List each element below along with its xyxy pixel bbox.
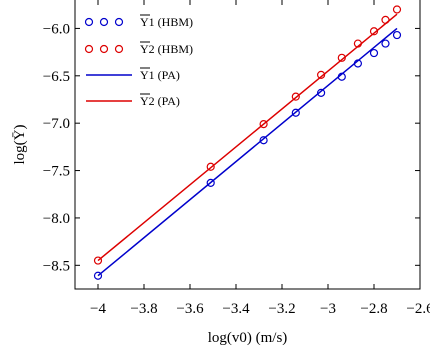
plot-frame [74, 0, 421, 290]
data-point [337, 72, 346, 81]
y-tick-labels: −8.5 −8.0 −7.5 −7.0 −6.5 −6.0 [43, 21, 70, 274]
data-point [206, 162, 215, 171]
legend-marker [84, 44, 94, 54]
y-tick-label: −6.5 [43, 69, 70, 85]
marker-series [93, 5, 402, 280]
x-tick-label: −3.8 [130, 301, 157, 317]
x-axis-label: log(v0) (m/s) [208, 330, 288, 346]
legend-marker [99, 17, 109, 27]
legend-label-rest: 1 (HBM) [149, 15, 193, 29]
data-point [369, 27, 379, 36]
legend-label: Y2 (PA) [140, 94, 180, 108]
y-tick-label: −7.0 [43, 116, 70, 132]
data-point [93, 256, 103, 265]
x-tick-labels: −4 −3.8 −3.6 −3.4 −3.2 −3 −2.8 −2.6 [90, 301, 430, 317]
legend-marker [84, 17, 94, 27]
legend-label-rest: 2 (PA) [149, 94, 180, 108]
x-tick-label: −3.2 [268, 301, 295, 317]
data-point [353, 59, 362, 68]
series-line [97, 13, 398, 262]
x-tick-label: −3.4 [222, 301, 250, 317]
legend-label-rest: 2 (HBM) [149, 42, 193, 56]
data-point [337, 53, 346, 62]
x-tick-label: −2.8 [360, 301, 387, 317]
data-point [93, 271, 103, 280]
x-tick-label: −2.6 [406, 301, 430, 317]
legend-label-overbar-letter: Y [140, 68, 149, 82]
data-point [353, 39, 362, 48]
y-tick-label: −7.5 [43, 164, 70, 180]
legend-label: Y1 (PA) [140, 68, 180, 82]
legend-label-overbar-letter: Y [140, 94, 149, 108]
data-point [381, 39, 390, 48]
y-tick-label: −6.0 [43, 21, 70, 37]
data-point [381, 15, 390, 24]
data-point [392, 30, 402, 40]
data-point [317, 70, 326, 79]
x-tick-label: −3 [320, 301, 336, 317]
data-point [369, 48, 379, 58]
data-point [291, 92, 300, 101]
tick-marks [75, 0, 421, 289]
y-axis-label: log(Ȳ) [12, 125, 28, 165]
x-tick-label: −4 [90, 301, 106, 317]
legend-label: Y2 (HBM) [140, 42, 193, 56]
legend-marker [114, 44, 124, 54]
y-tick-label: −8.5 [43, 258, 70, 274]
line-series [97, 13, 398, 277]
data-point [206, 178, 215, 187]
legend-label-rest: 1 (PA) [149, 68, 180, 82]
legend: Y1 (HBM)Y2 (HBM)Y1 (PA)Y2 (PA) [84, 14, 193, 108]
legend-label: Y1 (HBM) [140, 15, 193, 29]
legend-label-overbar-letter: Y [140, 15, 149, 29]
data-point [259, 120, 268, 129]
legend-label-overbar-letter: Y [140, 42, 149, 56]
y-tick-label: −8.0 [43, 211, 70, 227]
x-tick-label: −3.6 [176, 301, 204, 317]
data-point [259, 136, 268, 145]
legend-marker [99, 44, 109, 54]
legend-marker [114, 17, 124, 27]
data-point [291, 108, 300, 117]
data-point [392, 5, 402, 14]
series-line [97, 27, 398, 277]
data-point [317, 88, 326, 97]
